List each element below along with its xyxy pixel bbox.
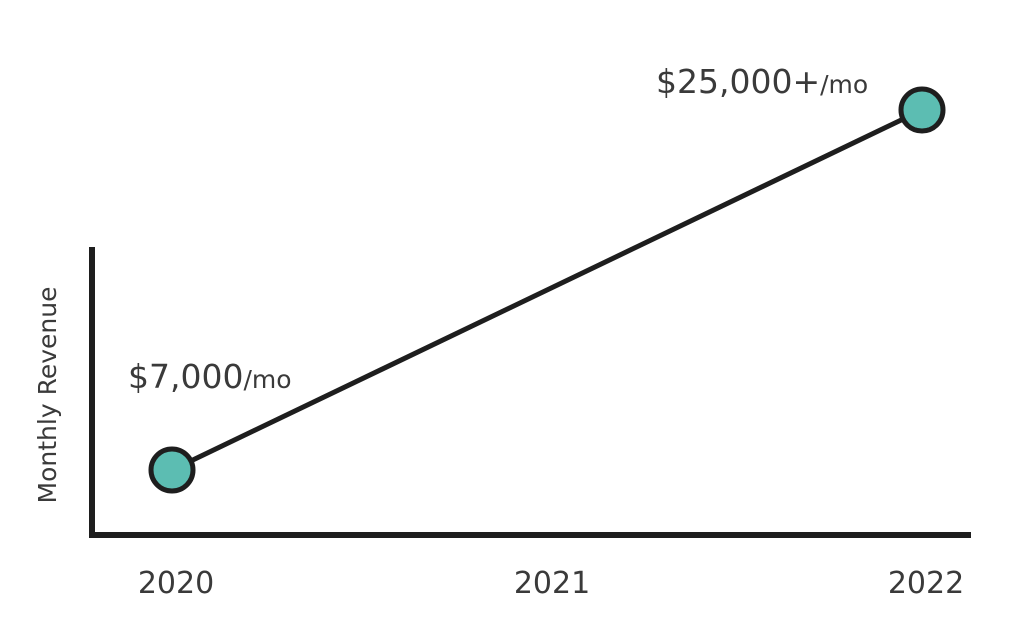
data-label-2020: $7,000/mo (128, 357, 292, 396)
data-label-value: $25,000+ (656, 62, 820, 101)
y-axis-label: Monthly Revenue (33, 287, 62, 504)
data-label-2022: $25,000+/mo (656, 62, 868, 101)
data-label-unit: /mo (243, 365, 291, 394)
x-tick-label-2021: 2021 (514, 566, 590, 601)
series-line (170, 107, 924, 473)
data-point-2020 (148, 446, 196, 494)
series-layer (170, 107, 924, 473)
data-labels-layer: $7,000/mo$25,000+/mo (128, 62, 868, 396)
data-point-2022 (898, 86, 946, 134)
x-tick-labels: 2020 2021 2022 (138, 566, 964, 601)
points-layer (148, 86, 946, 494)
data-label-unit: /mo (820, 70, 868, 99)
x-tick-label-2020: 2020 (138, 566, 214, 601)
x-tick-label-2022: 2022 (888, 566, 964, 601)
data-label-value: $7,000 (128, 357, 243, 396)
